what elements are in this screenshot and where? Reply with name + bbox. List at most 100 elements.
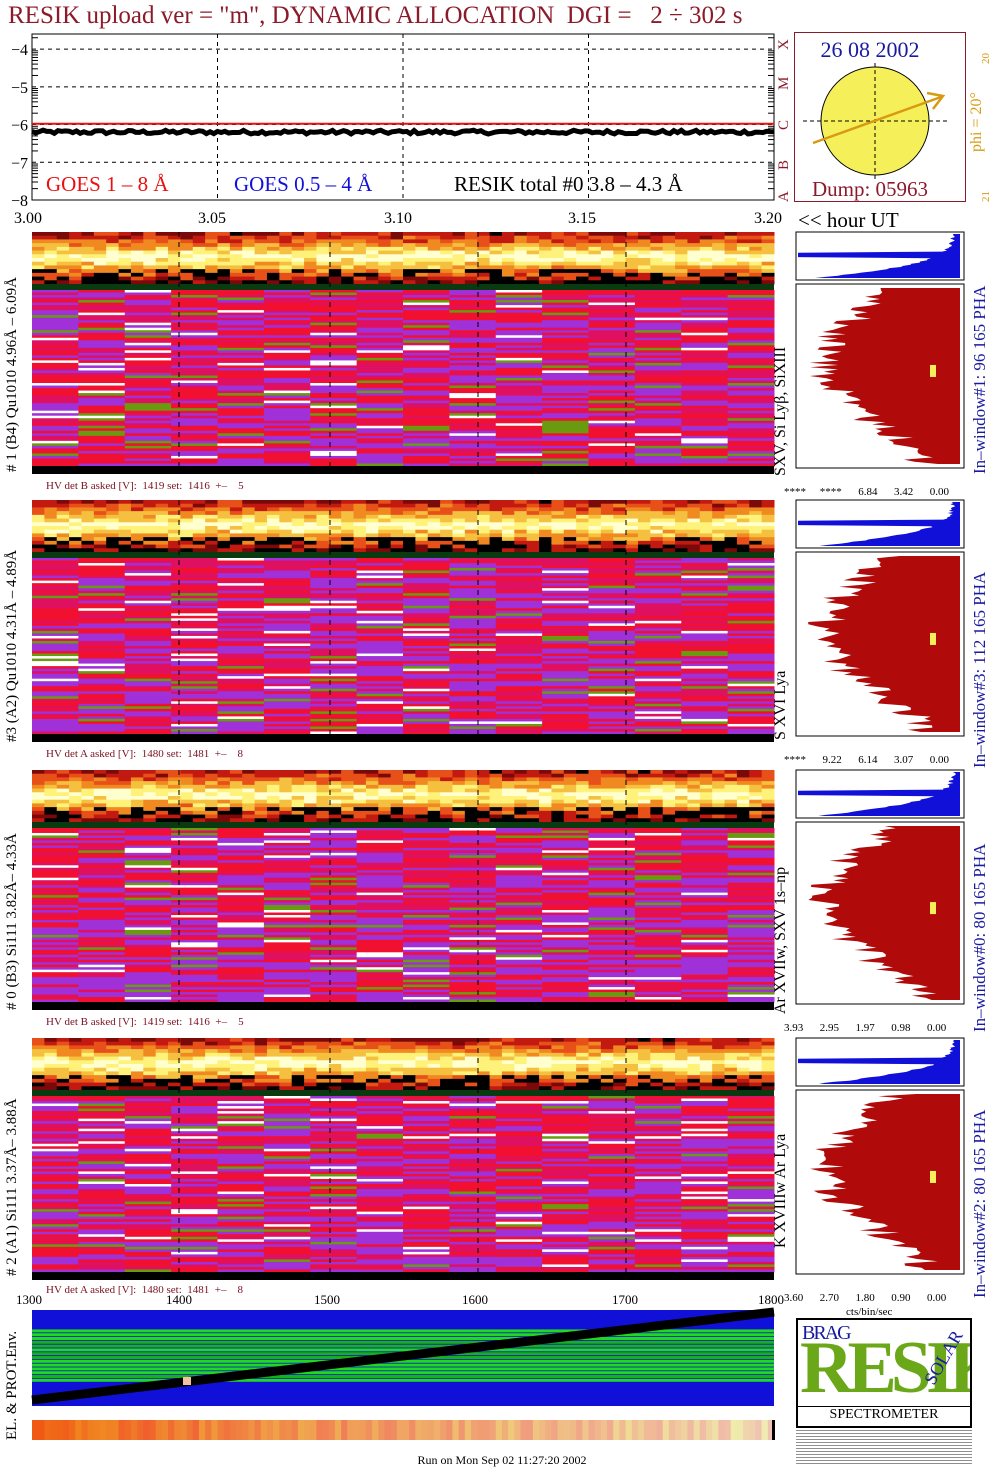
spectrum-top-cell <box>279 269 293 274</box>
spectrum-main-cell <box>542 688 589 692</box>
spectrum-main-cell <box>403 370 450 374</box>
spectrum-main-cell <box>403 340 450 344</box>
spectrum-top-cell <box>143 258 157 263</box>
spectrum-top-cell <box>415 799 429 804</box>
spectrum-main-cell <box>263 630 311 634</box>
spectrum-main-cell <box>495 420 543 424</box>
spectrum-top-cell <box>600 239 614 244</box>
spectrum-main-cell <box>403 565 450 569</box>
spectrum-top-cell <box>539 540 552 546</box>
spectrum-main-cell <box>32 656 79 660</box>
spectrum-top-cell <box>749 544 763 549</box>
spectrum-main-cell <box>542 455 589 459</box>
spectrum-main-cell <box>449 605 497 609</box>
spectrum-main-cell <box>310 708 358 712</box>
spectrum-main-cell <box>217 438 265 442</box>
spectrum-top-cell <box>143 544 157 549</box>
spectrum-top-cell <box>452 276 466 281</box>
spectrum-main-cell <box>171 458 218 462</box>
spectrum-main-cell <box>217 460 265 464</box>
spectrum-top-cell <box>180 239 194 244</box>
spectrum-main-cell <box>449 580 497 584</box>
spectrum-top-cell <box>279 235 293 240</box>
spectrum-main-cell <box>681 646 729 650</box>
spectrum-top-cell <box>477 265 491 270</box>
spectrum-main-cell <box>727 610 775 614</box>
spectrum-main-cell <box>263 320 311 324</box>
spectrum-main-cell <box>263 580 311 584</box>
spectrum-main-cell <box>310 413 358 417</box>
spectrum-main-cell <box>124 625 172 629</box>
spectrum-main-cell <box>263 661 311 665</box>
spectrum-main-cell <box>681 405 729 409</box>
spectrum-main-cell <box>727 593 775 597</box>
spectrum-main-cell <box>681 362 729 366</box>
spectrum-main-cell <box>310 691 358 695</box>
spectrum-top-cell <box>625 814 639 819</box>
spectrum-top-cell <box>56 276 70 281</box>
spectrum-main-cell <box>356 453 404 457</box>
spectrum-top-cell <box>600 514 614 520</box>
spectrum-top-cell <box>155 810 169 816</box>
spectrum-top-cell <box>192 796 206 801</box>
spectrum-main-cell <box>634 686 682 690</box>
spectrum-main-cell <box>78 593 126 597</box>
spectrum-main-cell <box>171 630 218 634</box>
spectrum-top-cell <box>279 511 293 516</box>
spectrum-top-cell <box>81 788 95 793</box>
spectrum-top-cell <box>650 807 664 812</box>
spectrum-main-cell <box>634 423 682 427</box>
spectrum-top-cell <box>749 261 763 266</box>
spectrum-main-cell <box>495 378 543 382</box>
spectrum-main-cell <box>310 450 358 454</box>
spectrum-top-cell <box>69 243 82 248</box>
spectrum-top-cell <box>390 544 404 549</box>
spectrum-main-cell <box>32 718 79 722</box>
spectrum-main-cell <box>124 380 172 384</box>
spectrum-main-cell <box>217 605 265 609</box>
spectrum-main-cell <box>727 413 775 417</box>
spectrum-top-cell <box>353 529 367 534</box>
spectrum-top-cell <box>205 261 218 266</box>
spectrum-top-cell <box>353 280 367 285</box>
spectrum-top-cell <box>155 265 169 270</box>
spectrum-top-cell <box>254 773 268 778</box>
spectrum-top-cell <box>625 784 639 790</box>
spectrum-main-cell <box>588 613 636 617</box>
spectrum-top-cell <box>143 770 157 775</box>
spectrum-top-cell <box>353 803 367 808</box>
spectrum-top-cell <box>328 276 342 281</box>
spectrum-main-cell <box>403 600 450 604</box>
spectrum-top-cell <box>613 548 627 553</box>
spectrum-top-cell <box>761 265 775 270</box>
sun-panel: 26 08 2002 Dump: 05963 <box>794 32 966 202</box>
spectrum-top-cell <box>576 511 589 516</box>
spectrum-main-cell <box>634 666 682 670</box>
spectrum-top-cell <box>93 529 107 534</box>
spectrum-top-cell <box>452 781 466 786</box>
spectrum-top-cell <box>93 544 107 549</box>
spectrum-main-cell <box>634 840 682 844</box>
spectrum-top-cell <box>242 544 256 549</box>
spectrum-main-cell <box>356 342 404 346</box>
spectrum-main-cell <box>356 418 404 422</box>
spectrum-main-cell <box>449 300 497 304</box>
spectrum-main-cell <box>171 310 218 314</box>
spectrum-main-cell <box>495 352 543 356</box>
spectrum-top-cell <box>675 792 688 797</box>
spectrum-top-cell <box>625 507 639 512</box>
spectrum-top-cell <box>452 540 466 546</box>
spectrum-main-cell <box>449 367 497 371</box>
spectrum-main-cell <box>727 731 775 735</box>
spectrum-main-cell <box>356 312 404 316</box>
spectrum-top-cell <box>93 276 107 281</box>
spectrum-top-cell <box>279 818 293 823</box>
spectrum-top-cell <box>526 781 540 786</box>
spectrum-main-cell <box>171 438 218 442</box>
spectrum-main-cell <box>263 728 311 732</box>
spectrum-top-cell <box>106 788 120 793</box>
spectrum-main-cell <box>124 357 172 361</box>
sun-date: 26 08 2002 <box>820 37 920 62</box>
spectrum-top-cell <box>32 280 45 285</box>
spectrum-top-cell <box>242 773 256 778</box>
